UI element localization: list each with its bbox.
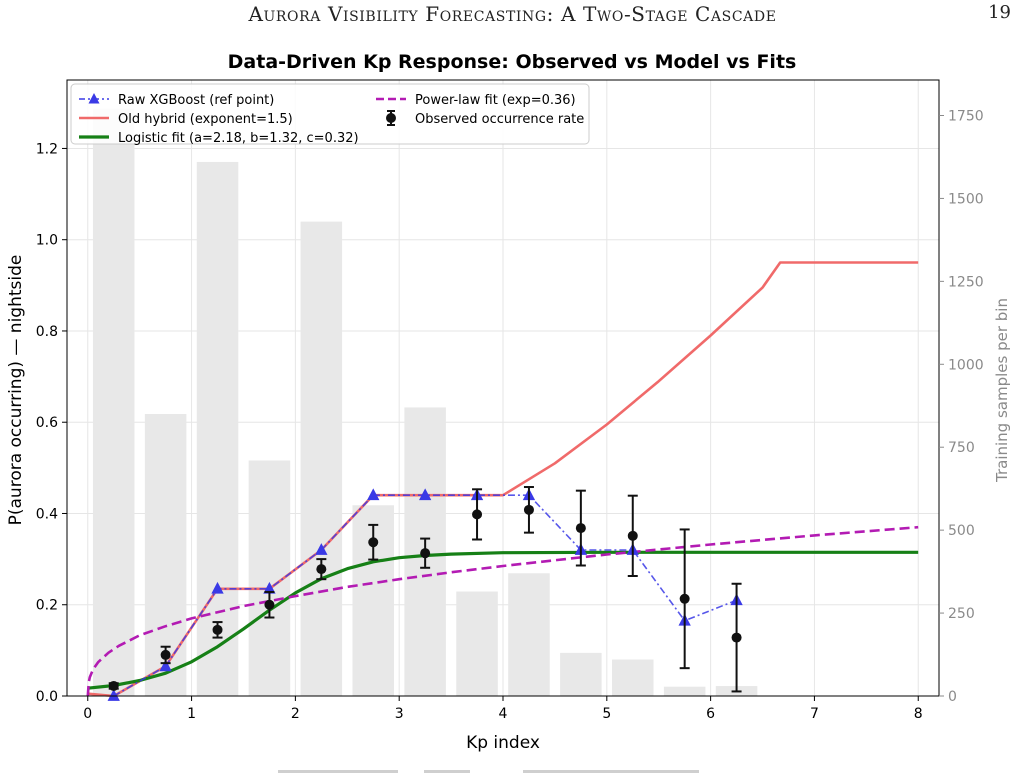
y2-tick-label-5: 1250 [948, 274, 984, 290]
observed-point-4 [316, 564, 327, 575]
y-tick-label-1: 0.2 [36, 598, 58, 614]
y2-axis: 0 250 500 750 1000 1250 1500 1750 [939, 108, 984, 705]
legend-label-raw: Raw XGBoost (ref point) [118, 93, 274, 108]
y2-tick-label-7: 1750 [948, 108, 984, 124]
legend-label-power: Power-law fit (exp=0.36) [415, 93, 576, 108]
x-tick-label-4: 4 [499, 706, 508, 722]
y-tick-label-6: 1.2 [36, 141, 58, 157]
sample-bar-2 [196, 161, 239, 696]
x-tick-label-8: 8 [914, 706, 923, 722]
x-tick-label-1: 1 [187, 706, 196, 722]
sample-bar-10 [612, 659, 654, 696]
observed-point-6 [420, 548, 431, 559]
legend-marker-raw [88, 93, 100, 104]
observed-point-2 [212, 624, 223, 635]
y-tick-label-4: 0.8 [36, 324, 58, 340]
observed-point-10 [627, 530, 638, 541]
sample-bar-0 [92, 108, 135, 697]
y2-tick-label-3: 750 [948, 440, 975, 456]
sample-bar-8 [508, 573, 550, 696]
y2-axis-label: Training samples per bin [993, 298, 1011, 483]
legend: Raw XGBoost (ref point) Old hybrid (expon… [70, 83, 590, 146]
sample-bar-9 [560, 652, 602, 696]
raw-xgboost-marker-4 [315, 543, 328, 555]
kp-response-chart: Data-Driven Kp Response: Observed vs Mod… [6, 51, 1011, 753]
x-tick-label-2: 2 [291, 706, 300, 722]
series-line-power-law [86, 525, 919, 697]
x-tick-label-0: 0 [83, 706, 92, 722]
x-axis-label: Kp index [466, 733, 540, 753]
x-axis: 0 1 2 3 4 5 6 7 8 [83, 696, 923, 722]
sample-bar-4 [300, 221, 343, 697]
legend-marker-observed [386, 113, 396, 123]
observed-point-5 [368, 537, 379, 548]
chart-title: Data-Driven Kp Response: Observed vs Mod… [228, 51, 797, 73]
raw-xgboost-marker-2 [211, 581, 224, 594]
legend-label-observed: Observed occurrence rate [415, 112, 584, 127]
x-tick-label-3: 3 [395, 706, 404, 722]
legend-box [70, 83, 590, 145]
observed-point-11 [679, 593, 690, 604]
observed-point-8 [523, 504, 534, 515]
y2-tick-label-6: 1500 [948, 191, 984, 207]
x-tick-label-5: 5 [602, 706, 611, 722]
y2-tick-label-0: 0 [948, 689, 957, 705]
running-head: Aurora Visibility Forecasting: A Two-Sta… [0, 2, 1025, 32]
raw-xgboost-marker-0 [107, 689, 120, 701]
series-line-logistic [87, 550, 919, 690]
x-tick-label-6: 6 [706, 706, 715, 722]
observed-point-1 [160, 649, 171, 660]
y2-tick-label-1: 250 [948, 606, 975, 622]
sample-bars [92, 108, 758, 697]
y-tick-label-5: 1.0 [36, 233, 58, 249]
y-tick-label-2: 0.4 [36, 506, 58, 522]
sample-bar-7 [456, 591, 498, 696]
observed-point-7 [472, 509, 483, 520]
observed-point-12 [731, 632, 742, 643]
y-tick-label-0: 0.0 [36, 689, 58, 705]
page-footer-fragment [278, 770, 699, 773]
raw-xgboost-marker-6 [418, 488, 432, 501]
legend-label-logistic: Logistic fit (a=2.18, b=1.32, c=0.32) [118, 131, 359, 146]
y2-tick-label-4: 1000 [948, 357, 984, 373]
series-layer [86, 261, 919, 701]
y-tick-label-3: 0.6 [36, 415, 58, 431]
page-number: 19 [988, 2, 1011, 23]
raw-xgboost-marker-5 [367, 488, 380, 501]
x-tick-label-7: 7 [810, 706, 819, 722]
observed-point-3 [264, 599, 275, 610]
observed-point-0 [108, 680, 119, 691]
observed-point-9 [575, 523, 586, 534]
y-axis: 0.0 0.2 0.4 0.6 0.8 1.0 1.2 [36, 141, 67, 705]
running-title: Aurora Visibility Forecasting: A Two-Sta… [248, 2, 777, 26]
sample-bar-11 [663, 686, 706, 696]
y2-tick-label-2: 500 [948, 523, 975, 539]
y-axis-label: P(aurora occurring) — nightside [6, 255, 26, 526]
legend-label-old: Old hybrid (exponent=1.5) [118, 112, 293, 127]
raw-xgboost-marker-1 [159, 659, 172, 672]
